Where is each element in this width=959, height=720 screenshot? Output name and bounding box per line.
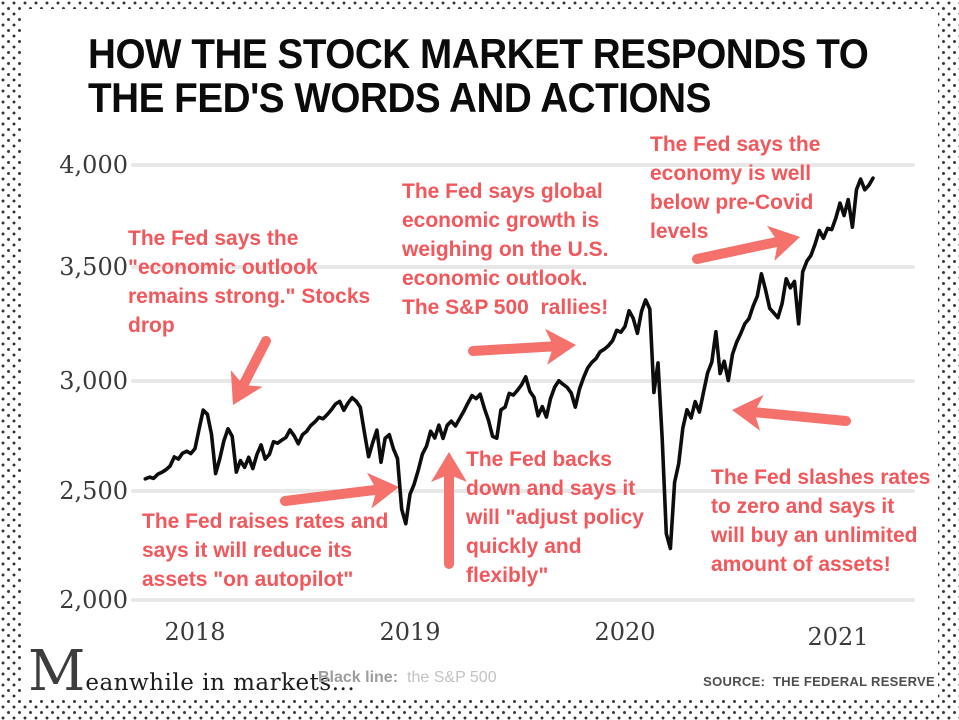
arrow-shaft-below-pre-covid bbox=[692, 236, 785, 264]
chart-legend: Black line: the S&P 500 bbox=[318, 668, 497, 688]
page-title-line-1: HOW THE STOCK MARKET RESPONDS TO bbox=[88, 30, 869, 77]
brand-initial-m: M bbox=[28, 639, 86, 704]
y-axis-label-2500: 2,500 bbox=[59, 477, 128, 505]
arrow-shaft-slashes-rates bbox=[747, 407, 851, 426]
brand-wordmark: eanwhile in markets... bbox=[85, 670, 356, 696]
annotation-global-growth: The Fed says global economic growth is w… bbox=[402, 180, 609, 319]
arrow-shaft-economic-outlook bbox=[237, 336, 271, 392]
x-axis-label-2020: 2020 bbox=[594, 618, 656, 646]
legend-value: the S&P 500 bbox=[407, 669, 497, 686]
y-axis-label-2000: 2,000 bbox=[59, 586, 128, 614]
arrow-head-global-growth bbox=[545, 328, 576, 365]
annotation-below-pre-covid: The Fed says the economy is well below p… bbox=[650, 133, 821, 243]
annotation-slashes-rates: The Fed slashes rates to zero and says i… bbox=[711, 466, 931, 576]
arrow-head-economic-outlook bbox=[230, 370, 263, 405]
annotation-economic-outlook: The Fed says the "economic outlook remai… bbox=[128, 227, 371, 337]
arrow-shaft-global-growth bbox=[468, 341, 561, 356]
arrow-head-slashes-rates bbox=[732, 395, 764, 431]
x-axis-label-2018: 2018 bbox=[164, 618, 226, 646]
source-label: SOURCE: THE FEDERAL RESERVE bbox=[703, 674, 935, 689]
arrow-shaft-raises-rates bbox=[280, 484, 384, 506]
x-axis-label-2019: 2019 bbox=[379, 618, 441, 646]
annotation-backs-down: The Fed backs down and says it will "adj… bbox=[466, 448, 644, 587]
arrow-head-raises-rates bbox=[367, 472, 399, 509]
page-title-line-2: THE FED'S WORDS AND ACTIONS bbox=[88, 74, 711, 121]
arrow-head-backs-down bbox=[431, 452, 467, 482]
page-title: HOW THE STOCK MARKET RESPONDS TO THE FED… bbox=[88, 32, 936, 120]
legend-label: Black line: bbox=[318, 669, 399, 686]
arrow-head-below-pre-covid bbox=[766, 225, 800, 261]
y-axis-label-4000: 4,000 bbox=[59, 151, 128, 179]
annotation-raises-rates: The Fed raises rates and says it will re… bbox=[142, 510, 389, 591]
y-axis-label-3000: 3,000 bbox=[59, 367, 128, 395]
y-axis-label-3500: 3,500 bbox=[59, 253, 128, 281]
sp500-price-line bbox=[143, 176, 875, 551]
x-axis-label-2021: 2021 bbox=[807, 623, 869, 651]
